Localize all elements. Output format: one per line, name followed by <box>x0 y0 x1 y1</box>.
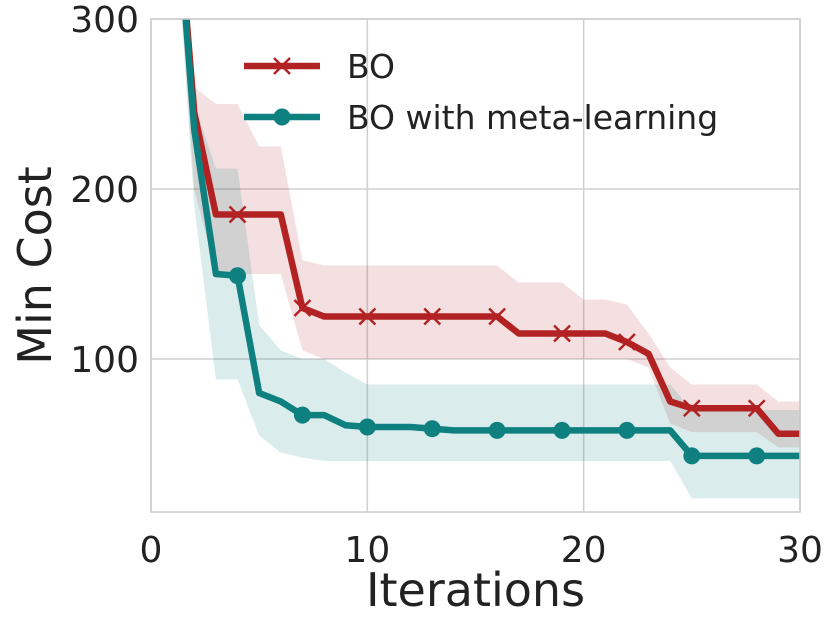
marker-series-2 <box>293 406 311 424</box>
marker-series-2 <box>553 421 571 439</box>
legend-marker-2 <box>273 108 291 126</box>
x-tick-label: 10 <box>344 530 390 571</box>
marker-series-2 <box>423 420 441 438</box>
confidence-bands <box>181 19 800 499</box>
marker-series-1 <box>682 399 701 418</box>
marker-series-1 <box>423 307 442 326</box>
x-tick-labels: 0 10 20 30 <box>140 530 823 571</box>
marker-series-1 <box>488 307 507 326</box>
y-tick-label: 200 <box>70 170 139 211</box>
band-series-1 <box>182 19 800 448</box>
marker-series-1 <box>358 307 377 326</box>
marker-series-1 <box>228 205 247 224</box>
legend: BO BO with meta-learning <box>244 47 718 137</box>
marker-series-2 <box>748 447 766 465</box>
y-axis-label: Min Cost <box>8 166 62 365</box>
marker-series-2 <box>618 421 636 439</box>
line-series-1 <box>183 19 800 438</box>
x-tick-label: 30 <box>777 530 823 571</box>
series-markers <box>228 205 766 465</box>
marker-series-1 <box>618 333 636 351</box>
legend-label-1: BO <box>347 47 395 86</box>
marker-series-2 <box>229 267 247 285</box>
legend-label-2: BO with meta-learning <box>347 98 718 137</box>
x-axis-label: Iterations <box>366 563 585 617</box>
x-tick-label: 20 <box>561 530 607 571</box>
plot-frame <box>150 18 801 513</box>
legend-marker-1 <box>273 57 291 75</box>
x-tick-label: 0 <box>140 530 163 571</box>
y-tick-labels: 100 200 300 <box>70 0 139 381</box>
y-tick-label: 300 <box>70 0 139 41</box>
marker-series-2 <box>488 421 506 439</box>
marker-series-1 <box>553 324 571 343</box>
marker-series-2 <box>358 418 376 436</box>
marker-series-2 <box>683 447 701 465</box>
band-series-2 <box>181 19 800 499</box>
marker-series-1 <box>293 299 312 317</box>
marker-series-1 <box>747 399 766 418</box>
y-tick-label: 100 <box>70 340 139 381</box>
